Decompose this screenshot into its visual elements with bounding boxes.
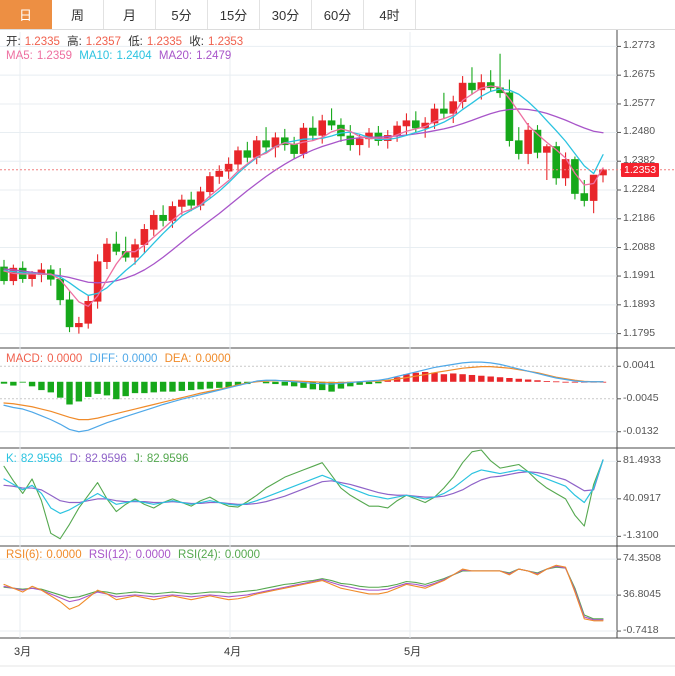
rsi6-value: 0.0000: [46, 549, 82, 561]
macd-legend: MACD: 0.0000 DIFF: 0.0000 DEA: 0.0000: [6, 352, 235, 366]
current-price-tag: 1.2353: [621, 162, 660, 177]
tab-label: 60分: [323, 8, 352, 23]
date-tick-label: 3月: [14, 646, 32, 658]
axis-tick-label: 1.2088: [623, 240, 656, 253]
rsi24-label: RSI(24):: [178, 549, 221, 561]
axis-tick-label: 1.1795: [623, 326, 656, 339]
date-tick-label: 4月: [224, 646, 242, 658]
high-value: 1.2357: [85, 36, 121, 48]
open-label: 开:: [6, 36, 21, 48]
axis-tick-label: -0.0132: [623, 424, 659, 437]
tab-1[interactable]: 周: [52, 0, 104, 29]
open-value: 1.2335: [24, 36, 60, 48]
axis-tick-label: 1.2675: [623, 68, 656, 81]
rsi12-label: RSI(12):: [88, 549, 132, 561]
axis-tick-label: 1.2773: [623, 39, 656, 52]
axis-tick-label: 1.1991: [623, 269, 656, 282]
tab-2[interactable]: 月: [104, 0, 156, 29]
j-label: J:: [133, 453, 143, 465]
axis-tick-label: 1.1893: [623, 297, 656, 310]
period-tabbar: 日 周 月 5分 15分 30分 60分 4时: [0, 0, 675, 30]
ma10-value: 1.2404: [116, 50, 152, 62]
k-label: K:: [6, 453, 17, 465]
ma5-value: 1.2359: [36, 50, 73, 62]
axis-tick-label: -0.7418: [623, 624, 659, 637]
ohlc-legend: 开: 1.2335 高: 1.2357 低: 1.2335 收: 1.2353: [6, 35, 247, 49]
tab-label: 月: [122, 8, 136, 23]
tab-4[interactable]: 15分: [208, 0, 260, 29]
axis-tick-label: -0.0045: [623, 391, 659, 404]
k-value: 82.9596: [20, 453, 63, 465]
ma20-value: 1.2479: [196, 50, 232, 62]
axis-tick-label: 81.4933: [623, 454, 661, 467]
axis-tick-label: 0.0041: [623, 359, 656, 372]
tab-label: 30分: [271, 8, 300, 23]
axis-tick-label: 1.2480: [623, 125, 656, 138]
tab-0[interactable]: 日: [0, 0, 52, 29]
ma10-label: MA10:: [79, 50, 113, 62]
d-value: 82.9596: [85, 453, 127, 465]
high-label: 高:: [67, 36, 82, 48]
axis-tick-label: 36.8045: [623, 588, 661, 601]
axis-tick-label: 74.3508: [623, 552, 661, 565]
chart-surface[interactable]: 开: 1.2335 高: 1.2357 低: 1.2335 收: 1.2353 MA5:…: [0, 30, 675, 676]
date-tick-label: 5月: [404, 646, 422, 658]
rsi24-value: 0.0000: [224, 549, 261, 561]
ma20-label: MA20:: [158, 50, 193, 62]
j-value: 82.9596: [146, 453, 189, 465]
kdj-legend: K: 82.9596 D: 82.9596 J: 82.9596: [6, 452, 192, 466]
macd-value: 0.0000: [47, 353, 83, 365]
axis-tick-label: 1.2577: [623, 96, 656, 109]
tab-label: 日: [18, 8, 32, 23]
low-label: 低:: [128, 36, 143, 48]
close-value: 1.2353: [207, 36, 244, 48]
ma-legend: MA5: 1.2359 MA10: 1.2404 MA20: 1.2479: [6, 49, 235, 63]
tab-3[interactable]: 5分: [156, 0, 208, 29]
diff-value: 0.0000: [122, 353, 158, 365]
tab-label: 5分: [171, 8, 192, 23]
macd-label: MACD:: [6, 353, 44, 365]
tab-7[interactable]: 4时: [364, 0, 416, 29]
axis-tick-label: 1.2284: [623, 183, 656, 195]
axis-tick-label: 40.0917: [623, 491, 661, 504]
tabbar-spacer: [416, 0, 675, 29]
dea-label: DEA:: [164, 353, 192, 365]
close-label: 收:: [189, 36, 204, 48]
rsi6-label: RSI(6):: [6, 549, 43, 561]
axis-tick-label: -1.3100: [623, 529, 659, 542]
rsi-legend: RSI(6): 0.0000 RSI(12): 0.0000 RSI(24): 0.0…: [6, 548, 264, 562]
rsi12-value: 0.0000: [135, 549, 171, 561]
ma5-label: MA5:: [6, 50, 33, 62]
tab-5[interactable]: 30分: [260, 0, 312, 29]
diff-label: DIFF:: [89, 353, 119, 365]
tab-label: 周: [70, 8, 84, 23]
tab-label: 15分: [219, 8, 248, 23]
low-value: 1.2335: [146, 36, 183, 48]
chart-canvas[interactable]: [0, 30, 675, 676]
dea-value: 0.0000: [195, 353, 231, 365]
tab-6[interactable]: 60分: [312, 0, 364, 29]
d-label: D:: [69, 453, 82, 465]
axis-tick-label: 1.2186: [623, 211, 656, 224]
tab-label: 4时: [379, 8, 400, 23]
